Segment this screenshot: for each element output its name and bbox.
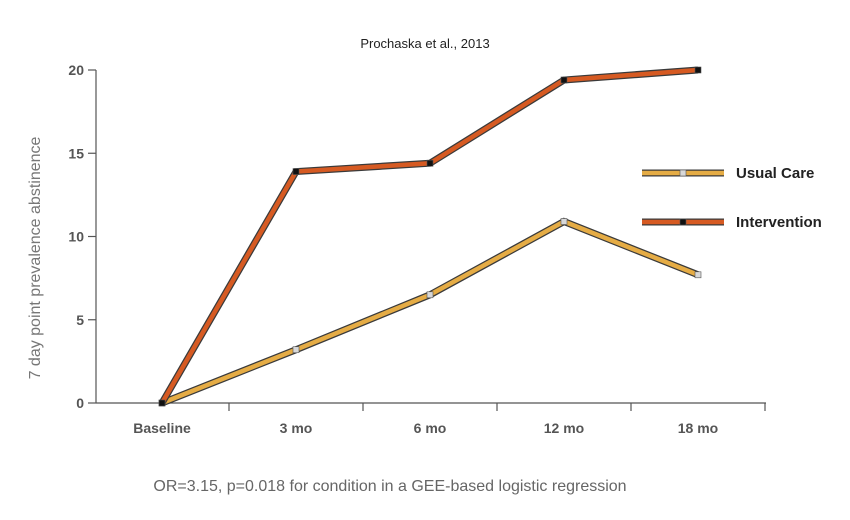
data-point-usual-care <box>426 291 434 299</box>
series-line-usual-care <box>161 219 699 406</box>
y-tick-label: 5 <box>76 312 84 328</box>
series-line-intervention <box>160 67 699 405</box>
legend-label-usual-care: Usual Care <box>736 165 814 182</box>
series-outline-usual-care <box>160 217 700 407</box>
series-outline-intervention <box>158 66 699 405</box>
y-axis-label: 7 day point prevalence abstinence <box>27 136 44 379</box>
data-point-usual-care <box>694 271 702 279</box>
x-tick-label: Baseline <box>133 420 191 436</box>
footnote: OR=3.15, p=0.018 for condition in a GEE-… <box>153 478 626 495</box>
chart-title: Prochaska et al., 2013 <box>360 36 489 51</box>
data-point-usual-care <box>560 218 568 225</box>
y-tick-label: 15 <box>68 145 84 161</box>
x-tick-label: 12 mo <box>544 420 584 436</box>
data-point-intervention <box>560 76 568 84</box>
y-tick-label: 0 <box>76 395 84 411</box>
data-point-intervention <box>694 66 702 74</box>
legend: Usual Care Intervention <box>642 165 822 231</box>
data-point-intervention <box>426 159 434 167</box>
y-tick-label: 20 <box>68 62 84 78</box>
x-tick-label: 18 mo <box>678 420 718 436</box>
data-point-usual-care <box>292 346 300 354</box>
data-point-intervention <box>158 399 166 407</box>
legend-marker-usual-care <box>679 169 687 177</box>
legend-marker-intervention <box>679 218 687 226</box>
x-tick-label: 3 mo <box>280 420 313 436</box>
y-tick-label: 10 <box>68 229 84 245</box>
series-layer <box>158 66 702 407</box>
x-tick-label: 6 mo <box>414 420 447 436</box>
axes: 0 5 10 15 20 Baseline 3 mo 6 mo 12 mo 18 mo <box>68 62 766 436</box>
legend-label-intervention: Intervention <box>736 214 822 231</box>
data-point-intervention <box>292 168 300 175</box>
